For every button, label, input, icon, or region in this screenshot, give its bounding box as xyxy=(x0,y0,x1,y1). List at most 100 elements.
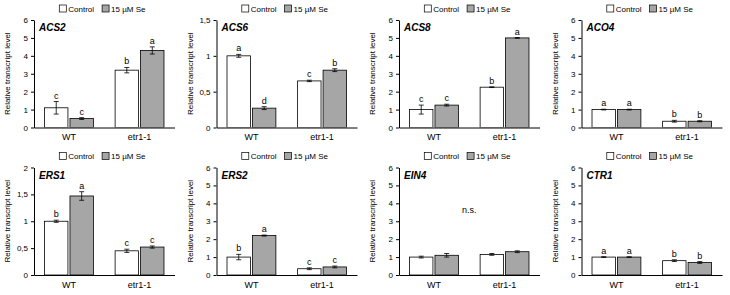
y-axis-line xyxy=(399,21,400,129)
legend-label: 15 µM Se xyxy=(476,152,511,161)
y-tick-mark xyxy=(214,239,217,240)
legend: Control15 µM Se xyxy=(242,5,329,14)
x-tick: etr1-1 xyxy=(675,280,699,290)
x-tick: WT xyxy=(62,132,76,142)
legend-label: 15 µM Se xyxy=(659,152,694,161)
y-tick-mark xyxy=(579,221,582,222)
error-bar xyxy=(444,104,449,106)
bar xyxy=(70,196,93,275)
bar xyxy=(141,247,164,275)
y-tick-mark xyxy=(31,110,34,111)
significance-letter: b xyxy=(489,76,494,86)
y-tick: 4 xyxy=(389,199,399,208)
y-tick-mark xyxy=(579,128,582,129)
x-tick-label: etr1-1 xyxy=(310,280,334,290)
bar xyxy=(435,105,458,127)
y-tick-mark xyxy=(214,168,217,169)
significance-letter: c xyxy=(79,107,84,117)
x-tick-label: etr1-1 xyxy=(128,132,152,142)
y-tick-mark xyxy=(31,38,34,39)
legend-swatch xyxy=(285,5,292,12)
y-tick-label: 4 xyxy=(24,52,29,61)
x-tick-label: WT xyxy=(244,280,258,290)
bar xyxy=(617,257,640,275)
bar xyxy=(617,110,640,128)
y-tick-mark xyxy=(579,20,582,21)
y-tick-label: 2 xyxy=(571,88,576,97)
legend-swatch xyxy=(59,5,66,12)
y-tick: 2 xyxy=(24,88,34,97)
y-tick-label: 2 xyxy=(389,235,394,244)
y-tick-label: 6 xyxy=(24,16,29,25)
error-bar xyxy=(54,102,59,115)
legend-swatch xyxy=(650,5,657,12)
x-tick-label: WT xyxy=(609,280,623,290)
error-bar xyxy=(489,86,494,88)
bar xyxy=(70,119,93,128)
plot-area xyxy=(45,192,164,275)
x-tick-label: WT xyxy=(609,132,623,142)
bar xyxy=(435,255,458,275)
x-axis: WT etr1-1 xyxy=(582,276,723,290)
y-tick-label: 3 xyxy=(389,70,394,79)
x-axis-line xyxy=(217,275,358,276)
x-axis-line xyxy=(217,128,358,129)
significance-letter: a xyxy=(601,246,606,256)
y-tick-mark xyxy=(396,74,399,75)
legend-swatch xyxy=(102,153,109,160)
plot-area xyxy=(592,257,711,275)
y-tick-mark xyxy=(579,168,582,169)
panel: 0123456WTetr1-1bcacERS2Relative transcri… xyxy=(186,152,358,290)
bar xyxy=(688,262,711,275)
y-tick: 2 xyxy=(389,88,399,97)
chart-title: EIN4 xyxy=(404,170,427,181)
x-tick-label: etr1-1 xyxy=(675,280,699,290)
y-tick: 2 xyxy=(24,164,34,173)
y-tick: 1 xyxy=(571,253,581,262)
legend-swatch xyxy=(607,5,614,12)
y-tick-label: 1,5 xyxy=(17,190,29,199)
y-tick-mark xyxy=(214,56,217,57)
bar xyxy=(323,70,346,127)
bar xyxy=(252,108,275,127)
x-tick-label: etr1-1 xyxy=(310,132,334,142)
legend: Control15 µM Se xyxy=(607,152,694,161)
y-tick-mark xyxy=(31,128,34,129)
error-bar xyxy=(489,254,494,256)
panel: 0123456WTetr1-1ababCTR1Relative transcri… xyxy=(551,152,723,290)
y-tick: 4 xyxy=(24,52,34,61)
chart-title: ACO4 xyxy=(586,22,615,33)
significance-letter: c xyxy=(444,93,449,103)
y-tick-label: 0 xyxy=(206,271,211,280)
bar xyxy=(592,257,615,275)
legend-item: 15 µM Se xyxy=(285,152,329,161)
y-tick-label: 2 xyxy=(24,88,29,97)
y-tick-label: 2 xyxy=(206,235,211,244)
error-bar xyxy=(236,54,241,57)
y-tick: 4 xyxy=(389,52,399,61)
legend: Control15 µM Se xyxy=(424,5,511,14)
x-tick: etr1-1 xyxy=(128,280,152,290)
significance-letter: a xyxy=(79,181,84,191)
y-tick-mark xyxy=(396,38,399,39)
error-bar xyxy=(515,37,520,39)
y-axis-line xyxy=(34,21,35,129)
y-axis-line xyxy=(399,168,400,276)
y-tick-mark xyxy=(214,221,217,222)
legend-swatch xyxy=(242,5,249,12)
legend: Control15 µM Se xyxy=(607,5,694,14)
y-tick: 5 xyxy=(24,34,34,43)
y-tick: 5 xyxy=(571,181,581,190)
chart-title: ERS1 xyxy=(39,170,66,181)
significance-letter: b xyxy=(672,249,677,259)
significance-letter: b xyxy=(672,109,677,119)
y-tick: 6 xyxy=(389,16,399,25)
x-axis: WTetr1-1 xyxy=(400,276,541,290)
error-bar xyxy=(332,266,337,268)
error-bar xyxy=(672,260,677,262)
annotation: n.s. xyxy=(462,205,477,215)
y-tick: 6 xyxy=(206,164,216,173)
y-axis-title: Relative transcript level xyxy=(186,180,195,263)
legend-item: 15 µM Se xyxy=(650,152,694,161)
legend-label: Control xyxy=(68,5,94,14)
